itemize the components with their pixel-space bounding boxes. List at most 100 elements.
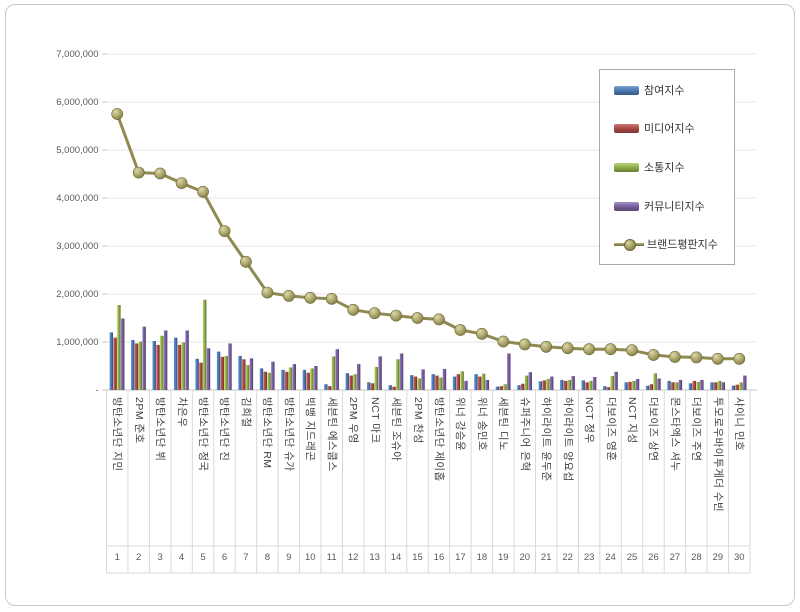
bar-소통지수: [674, 382, 679, 390]
category-label: 세븐틴 에스쿱스: [325, 397, 338, 472]
line-marker-icon: [647, 349, 660, 361]
category-label: 샤이니 민호: [733, 397, 746, 452]
bar-커뮤니티지수: [678, 379, 683, 390]
bar-소통지수: [288, 367, 293, 390]
rank-label: 15: [412, 552, 423, 563]
bar-참여지수: [452, 376, 457, 390]
category-label: 위너 강승윤: [454, 397, 467, 452]
bar-참여지수: [367, 382, 371, 390]
bar-미디어지수: [327, 386, 332, 390]
rank-label: 23: [583, 552, 595, 563]
bar-미디어지수: [692, 380, 696, 390]
line-marker-icon: [304, 291, 317, 304]
bar-미디어지수: [606, 387, 611, 390]
category-label: 방탄소년단 RM: [261, 397, 274, 469]
rank-label: 24: [605, 552, 616, 563]
line-marker-icon: [626, 344, 638, 357]
line-marker-icon: [411, 312, 424, 324]
rank-label: 13: [369, 552, 380, 563]
bar-커뮤니티지수: [121, 318, 125, 390]
y-tick-label: -: [95, 384, 99, 396]
bar-소통지수: [224, 355, 228, 390]
bar-소통지수: [524, 375, 529, 390]
category-label: 투모로우바이투게더 수빈: [711, 397, 724, 513]
bar-미디어지수: [585, 382, 589, 390]
line-marker-icon: [497, 335, 510, 348]
bar-커뮤니티지수: [614, 371, 618, 390]
bar-미디어지수: [714, 382, 718, 390]
bar-커뮤니티지수: [550, 376, 554, 390]
rank-label: 6: [221, 552, 228, 563]
category-label: 더보이즈 영훈: [604, 397, 617, 462]
bar-소통지수: [353, 374, 357, 390]
bar-커뮤니티지수: [571, 376, 575, 390]
bar-미디어지수: [671, 382, 675, 390]
line-marker-icon: [475, 327, 488, 340]
line-marker-icon: [325, 292, 338, 305]
bar-참여지수: [388, 385, 392, 390]
bar-미디어지수: [563, 380, 568, 390]
rank-label: 21: [540, 552, 552, 563]
bar-미디어지수: [370, 383, 375, 390]
bar-참여지수: [431, 374, 435, 390]
bar-커뮤니티지수: [507, 353, 511, 390]
bar-참여지수: [109, 332, 114, 390]
bar-참여지수: [152, 341, 156, 390]
line-marker-icon: [368, 307, 381, 320]
line-marker-icon: [132, 166, 145, 179]
rank-label: 30: [733, 552, 745, 563]
bar-커뮤니티지수: [485, 379, 490, 390]
bar-소통지수: [203, 299, 207, 390]
rank-label: 29: [712, 552, 724, 563]
bar-커뮤니티지수: [635, 378, 640, 390]
media-bar-swatch-icon: [614, 123, 639, 133]
bar-소통지수: [653, 373, 657, 390]
category-label: 방탄소년단 뷔: [154, 397, 167, 462]
bar-참여지수: [624, 382, 628, 390]
bar-커뮤니티지수: [421, 369, 425, 390]
category-label: 위너 송민호: [475, 397, 488, 452]
bar-참여지수: [281, 369, 285, 390]
bar-미디어지수: [113, 337, 117, 390]
rank-label: 19: [498, 552, 509, 563]
bar-미디어지수: [220, 356, 225, 390]
line-marker-icon: [154, 167, 166, 180]
bar-미디어지수: [242, 359, 246, 390]
line-marker-icon: [690, 351, 703, 364]
bar-미디어지수: [392, 386, 396, 390]
bar-참여지수: [731, 385, 736, 390]
rank-label: 27: [669, 552, 681, 563]
bar-미디어지수: [134, 343, 139, 390]
legend-item-community: 커뮤니티지수: [614, 198, 705, 214]
participation-bar-swatch-icon: [614, 85, 639, 95]
bar-참여지수: [173, 337, 178, 390]
bar-참여지수: [195, 358, 199, 390]
legend-item-communication: 소통지수: [614, 159, 684, 175]
bar-참여지수: [302, 369, 307, 390]
rank-label: 25: [626, 552, 638, 563]
bar-미디어지수: [199, 362, 203, 390]
bar-소통지수: [396, 359, 400, 390]
bar-커뮤니티지수: [206, 348, 211, 390]
bar-커뮤니티지수: [271, 361, 275, 390]
bar-소통지수: [117, 305, 121, 390]
category-label: 방탄소년단 진: [218, 397, 231, 462]
bar-커뮤니티지수: [249, 358, 254, 390]
bar-참여지수: [517, 385, 521, 390]
bar-소통지수: [589, 380, 593, 390]
bar-커뮤니티지수: [657, 378, 661, 390]
rank-label: 26: [648, 552, 659, 563]
bar-미디어지수: [435, 375, 439, 390]
legend-label: 커뮤니티지수: [644, 201, 705, 213]
bar-미디어지수: [649, 384, 654, 390]
bar-참여지수: [131, 340, 135, 390]
bar-참여지수: [409, 375, 414, 390]
legend: 참여지수 미디어지수 소통지수 커뮤니티지수 브랜드평판지수: [599, 69, 735, 265]
category-label: 2PM 찬성: [411, 397, 424, 444]
bar-참여지수: [495, 386, 500, 390]
bar-소통지수: [460, 371, 464, 390]
rank-label: 22: [562, 552, 573, 563]
bar-소통지수: [374, 366, 379, 390]
bar-참여지수: [688, 383, 693, 390]
bar-소통지수: [717, 380, 722, 390]
